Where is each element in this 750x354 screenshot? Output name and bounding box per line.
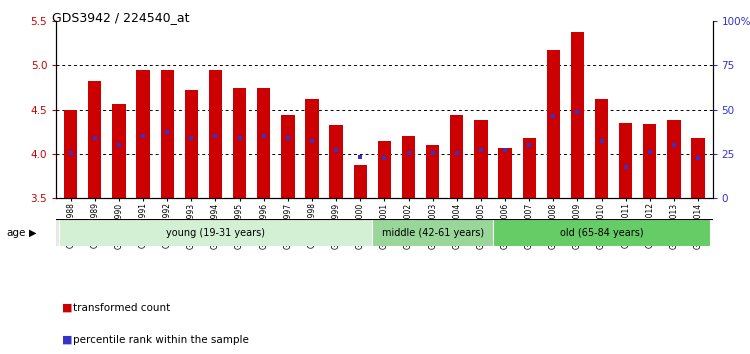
Bar [595, 99, 608, 198]
Bar [353, 165, 367, 198]
Text: ▶: ▶ [28, 228, 36, 238]
Bar [619, 123, 632, 198]
Text: middle (42-61 years): middle (42-61 years) [382, 228, 484, 238]
Bar [136, 70, 150, 198]
Bar [668, 120, 680, 198]
Bar [493, 219, 710, 246]
Text: old (65-84 years): old (65-84 years) [560, 228, 644, 238]
Bar [547, 50, 560, 198]
Text: age: age [6, 228, 26, 238]
Bar [692, 138, 705, 198]
Bar [209, 70, 222, 198]
Bar [64, 110, 77, 198]
Bar [305, 99, 319, 198]
Bar [329, 125, 343, 198]
Bar [426, 145, 439, 198]
Text: GDS3942 / 224540_at: GDS3942 / 224540_at [53, 11, 190, 24]
Bar [571, 32, 584, 198]
Bar [160, 70, 174, 198]
Bar [474, 120, 488, 198]
Bar [88, 81, 101, 198]
Text: percentile rank within the sample: percentile rank within the sample [73, 335, 248, 345]
Bar [402, 136, 416, 198]
Bar [644, 124, 656, 198]
Bar [498, 148, 512, 198]
Bar [450, 115, 464, 198]
Text: transformed count: transformed count [73, 303, 170, 313]
Bar [523, 138, 536, 198]
Bar [58, 219, 372, 246]
Bar [184, 90, 198, 198]
Bar [378, 141, 391, 198]
Bar [281, 115, 295, 198]
Text: ■: ■ [62, 303, 72, 313]
Text: young (19-31 years): young (19-31 years) [166, 228, 265, 238]
Text: ■: ■ [62, 335, 72, 345]
Bar [233, 88, 246, 198]
Bar [372, 219, 493, 246]
Bar [112, 104, 125, 198]
Bar [257, 88, 271, 198]
